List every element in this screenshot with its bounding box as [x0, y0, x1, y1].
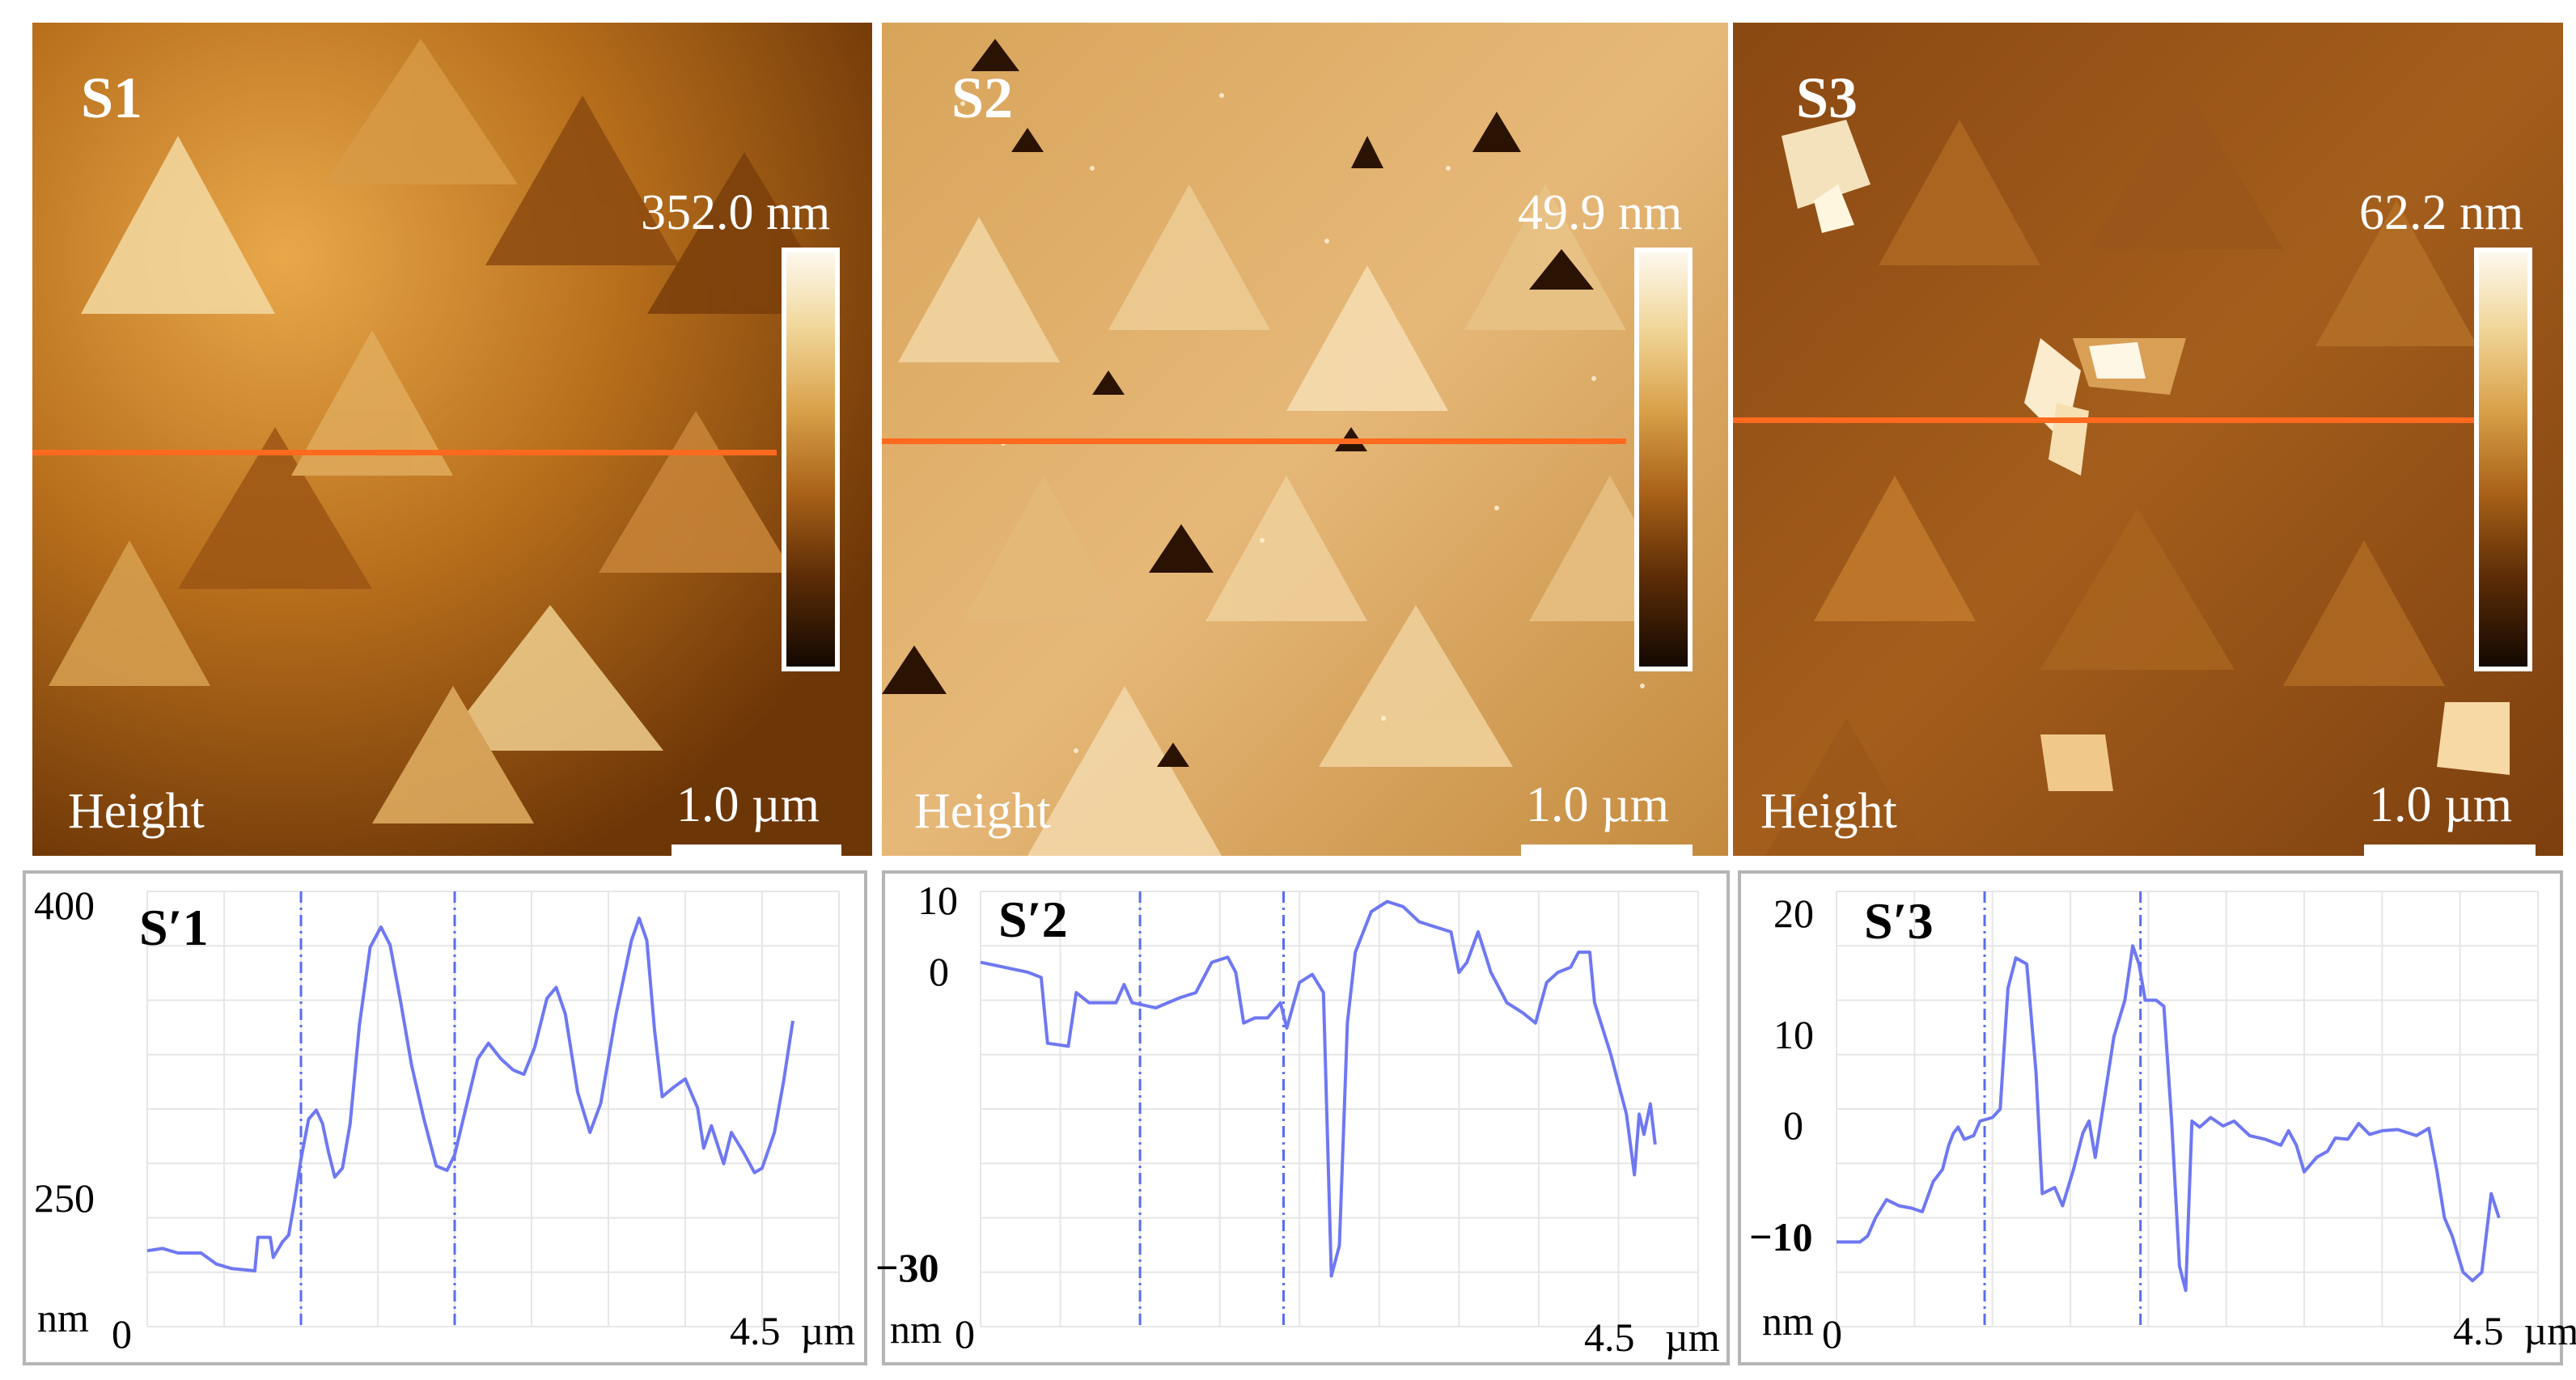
profile-label-s2: S′2 [998, 891, 1068, 948]
y-tick-10: 10 [917, 878, 958, 923]
channel-label-s1: Height [68, 784, 205, 839]
profile-line-s2 [882, 438, 1626, 444]
scale-bar-s2 [1521, 845, 1693, 856]
colorbar-s3 [2474, 248, 2532, 671]
y-tick-minus-10: −10 [1749, 1214, 1813, 1259]
x-unit-s3: µm [2523, 1308, 2576, 1353]
y-tick-250: 250 [34, 1175, 95, 1221]
x-end-value-s2: 4.5 [1584, 1314, 1635, 1360]
afm-panel-s3: S3 62.2 nm Height 1.0 µm [1733, 23, 2563, 856]
y-unit-s2: nm [890, 1306, 942, 1352]
y-tick-10: 10 [1773, 1012, 1814, 1057]
y-tick-0: 0 [929, 949, 949, 994]
y-tick-400: 400 [34, 883, 95, 928]
profile-plot-s3 [1836, 891, 2539, 1327]
y-tick-20: 20 [1773, 891, 1814, 936]
colorbar-s1 [782, 248, 840, 671]
x-end-s2: 4.5 µm [1584, 1314, 1720, 1361]
scale-text-s3: 1.0 µm [2369, 777, 2512, 832]
x-unit-s2: µm [1665, 1314, 1720, 1360]
scale-text-s2: 1.0 µm [1526, 777, 1669, 832]
y-unit-s3: nm [1762, 1298, 1814, 1344]
profile-panel-s3: S′3 20 10 0 −10 nm 0 4.5 µm [1738, 870, 2576, 1365]
profile-label-s1: S′1 [139, 899, 209, 956]
profile-line-s3 [1733, 417, 2477, 423]
profile-plot-s2 [980, 891, 1699, 1327]
y-tick-0: 0 [1783, 1103, 1803, 1148]
colorbar-max-s2: 49.9 nm [1518, 185, 1683, 240]
afm-panel-s1: S1 352.0 nm Height 1.0 µm [32, 23, 872, 856]
x-start-s1: 0 [112, 1311, 132, 1357]
afm-height-map-s3 [1733, 23, 2563, 856]
sample-label-s1: S1 [81, 66, 143, 130]
height-profile-line [146, 916, 794, 1272]
profile-label-s3: S′3 [1864, 892, 1934, 950]
x-start-s2: 0 [955, 1311, 975, 1357]
channel-label-s2: Height [914, 784, 1051, 839]
sample-label-s2: S2 [951, 66, 1014, 130]
x-end-value-s3: 4.5 [2453, 1308, 2504, 1353]
height-profile-line [1837, 944, 2501, 1293]
scale-text-s1: 1.0 µm [676, 777, 820, 832]
scale-bar-s1 [672, 845, 841, 856]
afm-height-map-s1 [32, 23, 872, 856]
scale-bar-s3 [2364, 845, 2536, 856]
colorbar-max-s1: 352.0 nm [641, 185, 831, 240]
y-tick-minus-30: −30 [875, 1245, 939, 1290]
x-end-value-s1: 4.5 [730, 1308, 781, 1353]
colorbar-s2 [1634, 248, 1693, 671]
x-end-s1: 4.5 µm [730, 1307, 855, 1354]
profile-panel-s1: S′1 400 250 nm 0 4.5 µm [23, 870, 867, 1365]
profile-line-s1 [32, 450, 777, 455]
profile-plot-s1 [146, 891, 840, 1327]
afm-panel-s2: S2 49.9 nm Height 1.0 µm [882, 23, 1728, 856]
channel-label-s3: Height [1760, 784, 1897, 839]
height-profile-line [980, 900, 1657, 1278]
x-end-s3: 4.5 µm [2453, 1307, 2576, 1354]
colorbar-max-s3: 62.2 nm [2359, 185, 2524, 240]
x-start-s3: 0 [1822, 1311, 1842, 1357]
x-unit-s1: µm [800, 1308, 856, 1353]
y-unit-s1: nm [37, 1295, 89, 1340]
sample-label-s3: S3 [1796, 66, 1858, 130]
profile-panel-s2: S′2 10 0 −30 nm 0 4.5 µm [875, 870, 1730, 1365]
